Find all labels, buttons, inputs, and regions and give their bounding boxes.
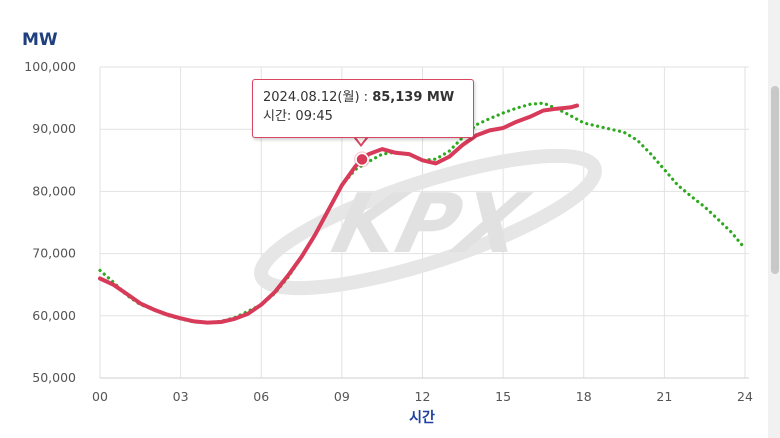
watermark-text: KPX (324, 176, 538, 272)
y-tick-label: 60,000 (32, 308, 76, 323)
x-tick-label: 00 (92, 389, 108, 404)
tooltip-arrow-fill (355, 136, 367, 144)
x-tick-label: 12 (415, 389, 431, 404)
axes: 50,000 60,000 70,000 80,000 90,000 100,000 00 0… (24, 59, 753, 426)
x-tick-label: 03 (173, 389, 189, 404)
highlight-point[interactable] (355, 152, 369, 167)
series-layer (98, 101, 747, 325)
x-tick-label: 18 (576, 389, 592, 404)
highlight-marker-layer (354, 151, 371, 168)
y-tick-label: 50,000 (32, 370, 76, 385)
y-tick-label: 70,000 (32, 246, 76, 261)
x-tick-label: 24 (737, 389, 753, 404)
kpx-logo-watermark: KPX (254, 148, 602, 296)
y-tick-label: 90,000 (32, 121, 76, 136)
tooltip-time: 시간: 09:45 (263, 109, 333, 124)
actual-series-line (98, 103, 579, 325)
tooltip-date: 2024.08.12(월) (263, 90, 360, 105)
y-unit-label: MW (22, 30, 58, 50)
tooltip-line-1: 2024.08.12(월) : 85,139 MW (263, 88, 463, 107)
scrollbar-thumb[interactable] (771, 86, 779, 274)
data-tooltip: 2024.08.12(월) : 85,139 MW 시간: 09:45 (252, 79, 474, 138)
x-tick-label: 06 (253, 389, 269, 404)
x-tick-label: 09 (334, 389, 350, 404)
x-tick-label: 21 (656, 389, 672, 404)
tooltip-separator: : (359, 90, 373, 105)
x-tick-label: 15 (495, 389, 511, 404)
x-axis-title: 시간 (409, 409, 435, 426)
y-tick-label: 100,000 (24, 59, 76, 74)
tooltip-value: 85,139 MW (372, 90, 455, 105)
y-tick-label: 80,000 (32, 183, 76, 198)
